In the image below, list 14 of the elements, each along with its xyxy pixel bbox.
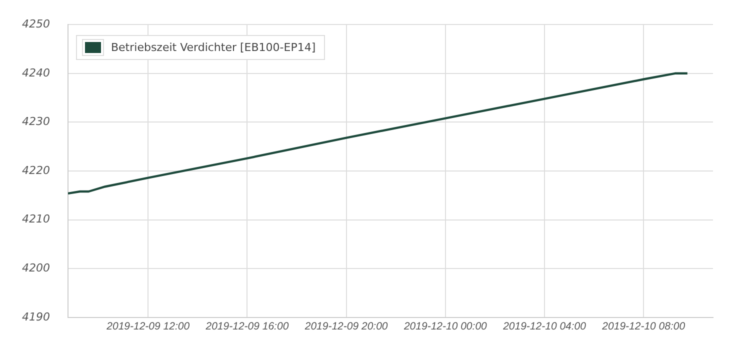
y-tick-label: 4240 <box>22 66 50 80</box>
x-tick-label: 2019-12-10 08:00 <box>601 320 686 333</box>
x-tick-label: 2019-12-10 00:00 <box>402 320 488 333</box>
x-tick-label: 2019-12-09 16:00 <box>204 320 289 333</box>
y-tick-label: 4230 <box>22 115 50 128</box>
y-tick-label: 4220 <box>22 164 50 177</box>
y-tick-label: 4190 <box>22 310 50 324</box>
y-tick-label: 4250 <box>22 17 50 30</box>
x-tick-label: 2019-12-09 12:00 <box>106 320 190 333</box>
x-tick-label: 2019-12-10 04:00 <box>502 320 586 333</box>
y-tick-label: 4210 <box>22 212 50 226</box>
legend-label: Betriebszeit Verdichter [EB100-EP14] <box>110 40 316 54</box>
y-tick-label: 4200 <box>22 261 50 274</box>
x-tick-label: 2019-12-09 20:00 <box>304 320 388 333</box>
